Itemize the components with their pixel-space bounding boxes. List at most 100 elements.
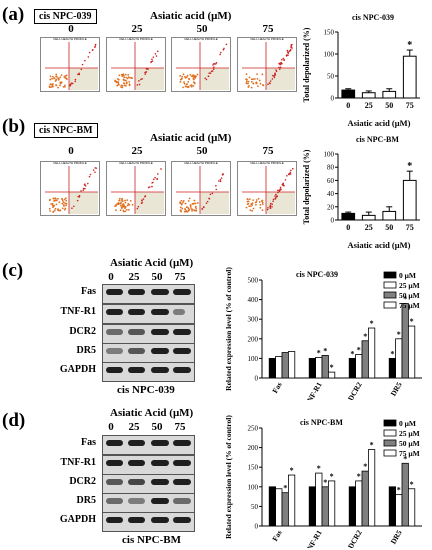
panel-b-dose-0: 0 [68,145,74,157]
blot-d-dcr2 [102,474,195,494]
chart-a-y-tick-label: 0 [331,95,335,103]
chart-a-x-tick-label: 50 [385,101,393,110]
chart-b-x-axis-label: Asiatic acid (μM) [348,240,411,250]
flow-dot [123,84,126,87]
flow-dot [271,205,273,208]
flow-dot [71,207,73,209]
flow-dot [186,83,188,86]
chart-c-sig-star: * [370,319,374,328]
flow-dot [180,199,183,202]
flow-dot [212,64,214,66]
flow-dot [94,171,96,173]
chart-b-y-tick-label: 0 [331,217,335,225]
chart-d-bar-TNF-R1-3 [328,480,336,527]
chart-d-x-tick-label: Fas [270,528,283,542]
chart-c-x-tick-label: Fas [270,380,283,394]
chart-a-y-tick-label: 50 [327,73,335,81]
chart-b-y-tick-label: 60 [327,177,335,185]
chart-c-bar-Fas-2 [281,352,289,379]
live-gate-region [266,68,295,90]
flow-dot [152,56,155,58]
flow-dot [125,81,128,84]
flow-dot [80,190,82,192]
flow-dot [255,200,258,203]
flow-dot [63,76,66,78]
flow-dot [255,199,258,201]
flow-dot [125,82,128,85]
flow-dot [190,85,193,88]
chart-d-legend-swatch-1 [383,429,397,437]
flow-dot [145,71,148,73]
blot-c-gapdh [102,362,195,382]
flow-dot [92,169,95,171]
flow-dot [289,173,292,175]
flow-dot [181,207,184,210]
chart-d-legend-swatch-0 [383,419,397,427]
flow-scatter [111,42,164,90]
chart-d-sig-star: * [323,478,327,487]
chart-d-y-tick-label: 150 [248,464,259,472]
flow-dot [89,173,92,176]
flow-dot [81,63,84,66]
flow-dot [144,73,147,75]
flow-dot [275,196,277,199]
chart-a-x-axis-label: Asiatic acid (μM) [348,118,411,128]
panel-d-dose-50: 50 [151,421,163,433]
flow-dot [271,74,274,77]
flow-dot [121,75,124,78]
blot-d-label-dr5: DR5 [76,495,96,506]
flow-dot [183,82,186,85]
chart-b-x-tick-label: 25 [365,223,373,232]
chart-d-bar-TNF-R1-2 [321,486,329,527]
flow-dot [127,73,130,76]
flow-dot [120,86,122,88]
flow-dot [69,83,72,86]
flow-plot-b-0: CELL HEALTH PROFILE [40,161,100,216]
flow-dot [247,80,250,83]
flow-dot [213,62,215,65]
flow-dot [179,74,182,77]
chart-c-x-tick-label: TNF-R1 [303,380,324,400]
flow-dot [225,43,228,46]
flow-dot [282,57,285,60]
chart-c-legend-label-2: 50 μM [399,291,420,300]
flow-dot [94,43,97,46]
flow-dot [209,193,212,196]
flow-dot [183,210,186,213]
flow-dot [289,171,292,174]
flow-dot [154,176,156,179]
flow-dot [48,86,51,89]
flow-dot [122,205,124,208]
flow-dot [65,77,68,80]
flow-dot [269,205,272,208]
flow-dot [76,199,79,202]
flow-dot [257,197,260,200]
blot-d-label-fas: Fas [81,437,96,448]
flow-dot [276,195,279,198]
flow-dot [49,83,52,86]
panel-b-dose-25: 25 [131,145,143,157]
blot-c-label-dcr2: DCR2 [69,326,96,337]
blot-c-fas [102,284,195,304]
flow-dot [149,186,151,188]
flow-scatter [176,166,229,214]
flow-dot [74,80,77,83]
flow-dot [116,78,119,80]
live-gate-region [69,68,98,90]
flow-dot [55,75,58,78]
flow-dot [250,86,253,89]
flow-dot [275,70,278,73]
chart-b-bar-25 [361,214,376,221]
flow-dot [141,201,144,204]
flow-dot [196,73,199,76]
flow-dot [61,207,64,210]
flow-dot [136,207,139,210]
flow-dot [252,199,255,202]
panel-a-dose-75: 75 [262,23,274,35]
flow-dot [215,188,218,191]
flow-dot [64,85,66,88]
flow-dot [267,206,269,209]
flow-dot [58,201,61,204]
panel-a-cell-line: cis NPC-039 [34,9,97,24]
